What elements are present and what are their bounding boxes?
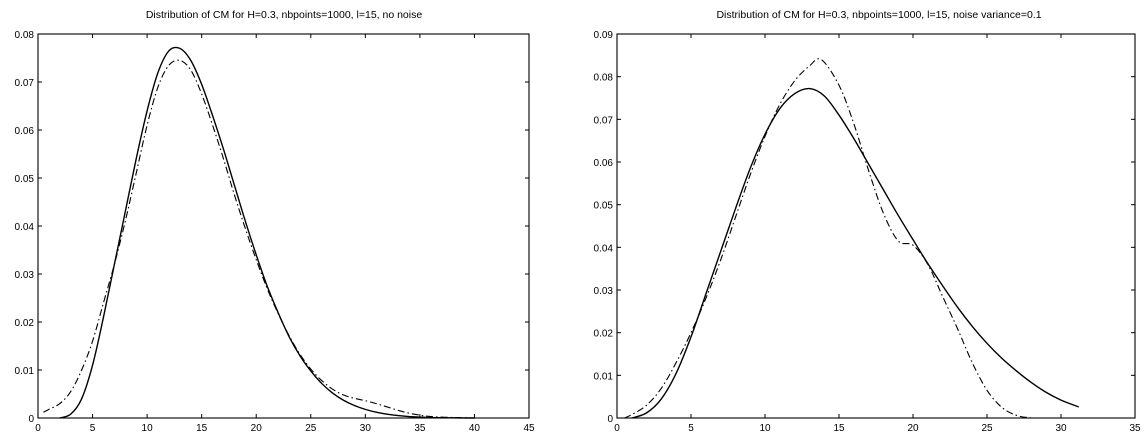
chart-left-ytick-label: 0.03 [15,270,35,281]
chart-left-ytick-label: 0.01 [15,366,35,377]
chart-right-xtick-label: 0 [614,423,620,434]
chart-left-ytick-label: 0 [28,414,34,425]
chart-right: Distribution of CM for H=0.3, nbpoints=1… [594,9,1141,434]
chart-left-series [43,46,475,419]
chart-right-ytick-label: 0.02 [594,329,614,340]
chart-right-ytick-label: 0.09 [594,30,614,41]
chart-left-xtick-label: 5 [90,423,96,434]
chart-right-ytick-label: 0.03 [594,286,614,297]
chart-left-ytick-label: 0.08 [15,30,35,41]
chart-right-xtick-label: 10 [759,423,771,434]
chart-left-ytick-label: 0.02 [15,318,35,329]
chart-left-ytick-label: 0.07 [15,78,35,89]
chart-left-xtick-label: 0 [35,423,41,434]
chart-right-ytick-label: 0.07 [594,115,614,126]
chart-right-ytick-label: 0.05 [594,201,614,212]
chart-right-xtick-label: 25 [981,423,993,434]
chart-left-xtick-label: 35 [414,423,426,434]
chart-right-series-solid-line [631,87,1080,419]
chart-right-title: Distribution of CM for H=0.3, nbpoints=1… [716,9,1041,21]
chart-right-xtick-label: 20 [907,423,919,434]
chart-right-axes [616,33,1136,419]
chart-left-series-dashdot-line [43,59,475,419]
chart-right-xtick-label: 35 [1129,423,1141,434]
chart-right-ytick-label: 0.01 [594,371,614,382]
chart-right-ticks: 0 5 10 15 20 25 30 35 0 0.01 0.02 0.03 0.04 0.05 0.06 0… [594,30,1141,434]
chart-right-xtick-label: 5 [688,423,694,434]
chart-right-series-dashdot-line [624,58,1032,419]
chart-left-xtick-label: 40 [469,423,481,434]
chart-left-ytick-label: 0.05 [15,174,35,185]
chart-left-title: Distribution of CM for H=0.3, nbpoints=1… [146,9,423,21]
chart-left-xtick-label: 20 [251,423,263,434]
chart-right-xtick-label: 30 [1055,423,1067,434]
chart-left-ticks: 0 5 10 15 20 25 30 35 40 45 0 0.01 0.02 0.03 0.04 0.05 0… [15,30,535,434]
chart-left-ytick-label: 0.04 [15,222,35,233]
chart-left-series-solid-line [59,46,475,419]
chart-left-xtick-label: 15 [196,423,208,434]
chart-left-xtick-label: 45 [523,423,535,434]
chart-right-ytick-label: 0.04 [594,243,614,254]
chart-right-ytick-label: 0 [607,414,613,425]
chart-right-xtick-label: 15 [833,423,845,434]
chart-left: Distribution of CM for H=0.3, nbpoints=1… [15,9,535,434]
chart-right-ytick-label: 0.08 [594,73,614,84]
chart-right-series [624,58,1080,419]
chart-left-xtick-label: 25 [305,423,317,434]
chart-left-ytick-label: 0.06 [15,126,35,137]
chart-right-ytick-label: 0.06 [594,158,614,169]
chart-left-axes [37,33,530,419]
chart-left-xtick-label: 30 [360,423,372,434]
chart-left-xtick-label: 10 [142,423,154,434]
